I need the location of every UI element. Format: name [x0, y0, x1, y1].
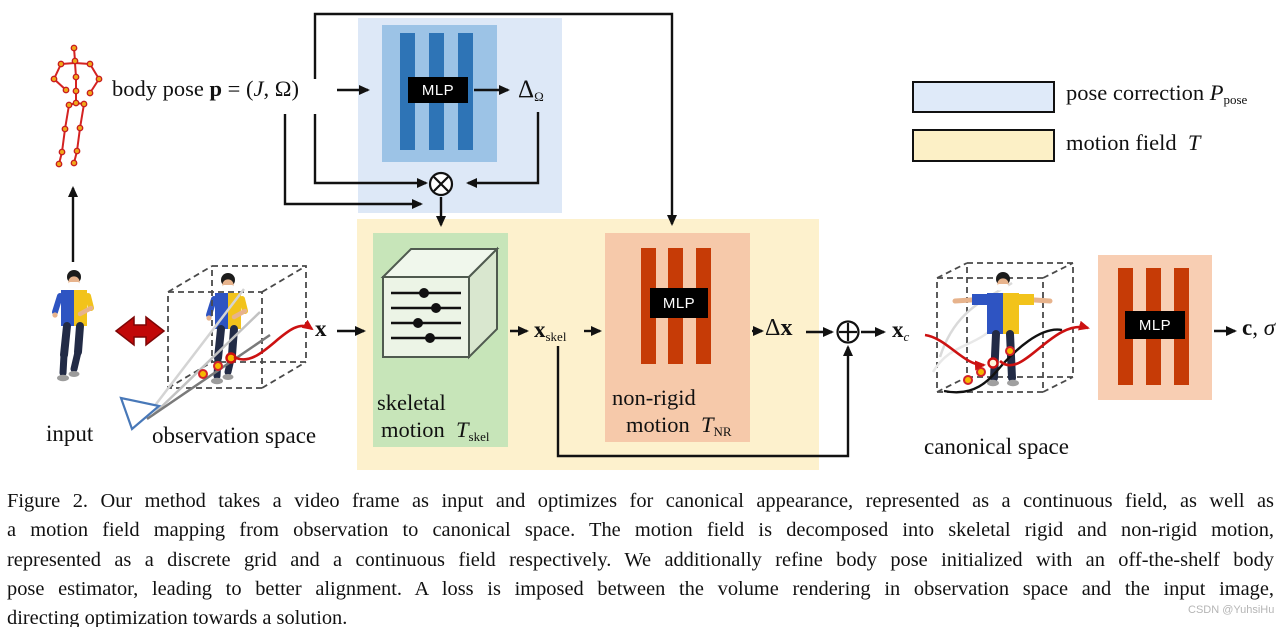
mlp-layer-bar: [400, 33, 415, 150]
grid-slider-knobs: [413, 288, 441, 343]
caption-line: Figure 2. Our method takes a video frame…: [7, 490, 1274, 512]
xskel-skip-connection: [556, 345, 853, 458]
skeletal-motion-label: skeletal motion Tskel: [377, 390, 490, 444]
watermark: CSDN @YuhsiHu: [1188, 604, 1275, 616]
xc-to-canonical-curve: [924, 333, 986, 371]
x-canonical-label: xc: [892, 317, 910, 344]
skeleton-joints: [50, 44, 103, 168]
delta-to-otimes-line: [466, 112, 540, 188]
sample-to-x-curve: [233, 319, 314, 361]
color-density-output-label: c, σ: [1242, 315, 1276, 340]
discrete-grid-cube-icon: [380, 246, 500, 360]
mlp-text: MLP: [662, 294, 696, 312]
legend-swatch-pose-correction: [912, 81, 1055, 113]
figure-caption: Figure 2. Our method takes a video frame…: [7, 487, 1274, 627]
delta-omega-label: ΔΩ: [518, 76, 544, 104]
otimes-operator: [428, 171, 454, 197]
omega-to-otimes-line: [313, 114, 428, 188]
ray-sample-points: [198, 352, 237, 379]
input-observation-double-arrow: [114, 315, 166, 347]
canonical-sample-points: [963, 346, 1015, 385]
body-pose-skeleton: [50, 44, 103, 168]
canonical-person-tpose: [952, 272, 1053, 387]
caption-line: pose estimator, leading to better alignm…: [7, 577, 1274, 600]
flow-arrows: [68, 12, 1237, 458]
mlp-text: MLP: [1138, 316, 1172, 334]
nonrigid-motion-label: non-rigid motion TNR: [612, 385, 732, 439]
input-label: input: [46, 421, 94, 446]
delta-x-label: Δx: [765, 315, 793, 341]
oplus-operator: [836, 320, 860, 344]
legend-motion-field-label: motion field T: [1066, 130, 1201, 155]
canonical-to-mlp-curve: [999, 320, 1090, 367]
caption-line: a motion field mapping from observation …: [7, 519, 1274, 542]
camera-frustum-icon: [119, 396, 162, 431]
canonical-mlp-label: MLP: [1125, 311, 1185, 339]
input-person-photo: [52, 270, 94, 382]
x-point-label: x: [315, 316, 327, 341]
caption-line: directing optimization towards a solutio…: [7, 607, 348, 627]
x-skel-label: xskel: [534, 317, 567, 344]
j-to-otimes-line: [283, 114, 423, 209]
caption-line: represented as a discrete grid and a con…: [7, 548, 1274, 571]
camera-rays: [146, 288, 271, 421]
red-sample-curves: [233, 319, 1090, 371]
mlp-layer-bar: [641, 248, 656, 364]
nonrigid-mlp-label: MLP: [650, 288, 708, 318]
legend-pose-correction-label: pose correction Ppose: [1066, 80, 1248, 107]
pose-mlp-label: MLP: [408, 77, 468, 103]
pose-feedback-line: [313, 12, 677, 226]
canonical-sample-curve: [943, 328, 1063, 394]
body-pose-label: body pose p = (J, Ω): [112, 76, 299, 101]
mlp-text: MLP: [421, 81, 455, 99]
canonical-space-label: canonical space: [924, 434, 1069, 459]
legend-swatch-motion-field: [912, 129, 1055, 162]
observation-space-label: observation space: [152, 423, 317, 448]
